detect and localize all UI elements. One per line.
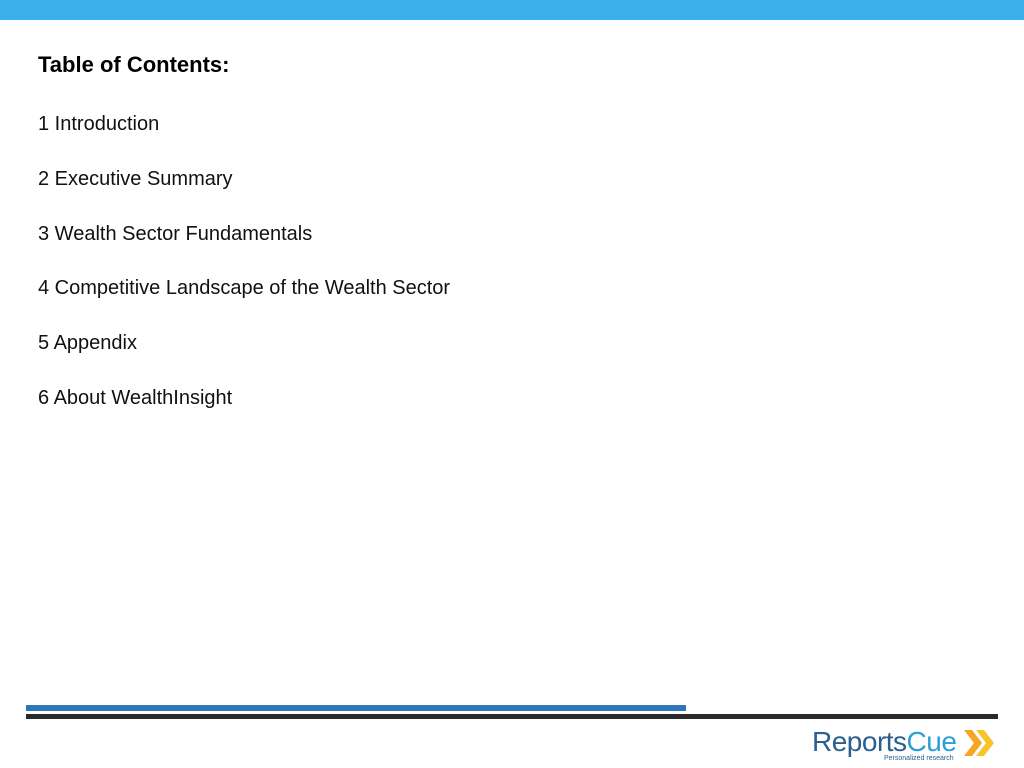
logo-word-reports: Reports xyxy=(812,726,907,757)
logo-word-cue: Cue xyxy=(906,726,957,757)
top-accent-bar xyxy=(0,0,1024,20)
footer-line-dark xyxy=(26,714,998,719)
chevron-back xyxy=(964,730,982,756)
toc-item-wealth-sector-fundamentals: 3 Wealth Sector Fundamentals xyxy=(38,222,313,245)
toc-item-about-wealthinsight: 6 About WealthInsight xyxy=(38,386,233,409)
toc-item-introduction: 1 Introduction xyxy=(38,113,160,135)
logo-wordmark: ReportsCue xyxy=(812,726,957,758)
logo-tagline: Personalized research xyxy=(884,755,954,762)
toc-item-competitive-landscape: 4 Competitive Landscape of the Wealth Se… xyxy=(38,277,451,300)
toc-item-executive-summary: 2 Executive Summary xyxy=(38,167,233,190)
footer-line-blue xyxy=(26,705,686,711)
chevron-front xyxy=(976,730,994,756)
double-chevron-right-icon xyxy=(964,730,994,756)
toc-list: 1 Introduction 2 Executive Summary 3 Wea… xyxy=(38,112,450,441)
toc-title: Table of Contents: xyxy=(38,52,230,77)
reportscue-logo: ReportsCue Personalized research xyxy=(812,726,1002,764)
toc-item-appendix: 5 Appendix xyxy=(38,332,137,355)
